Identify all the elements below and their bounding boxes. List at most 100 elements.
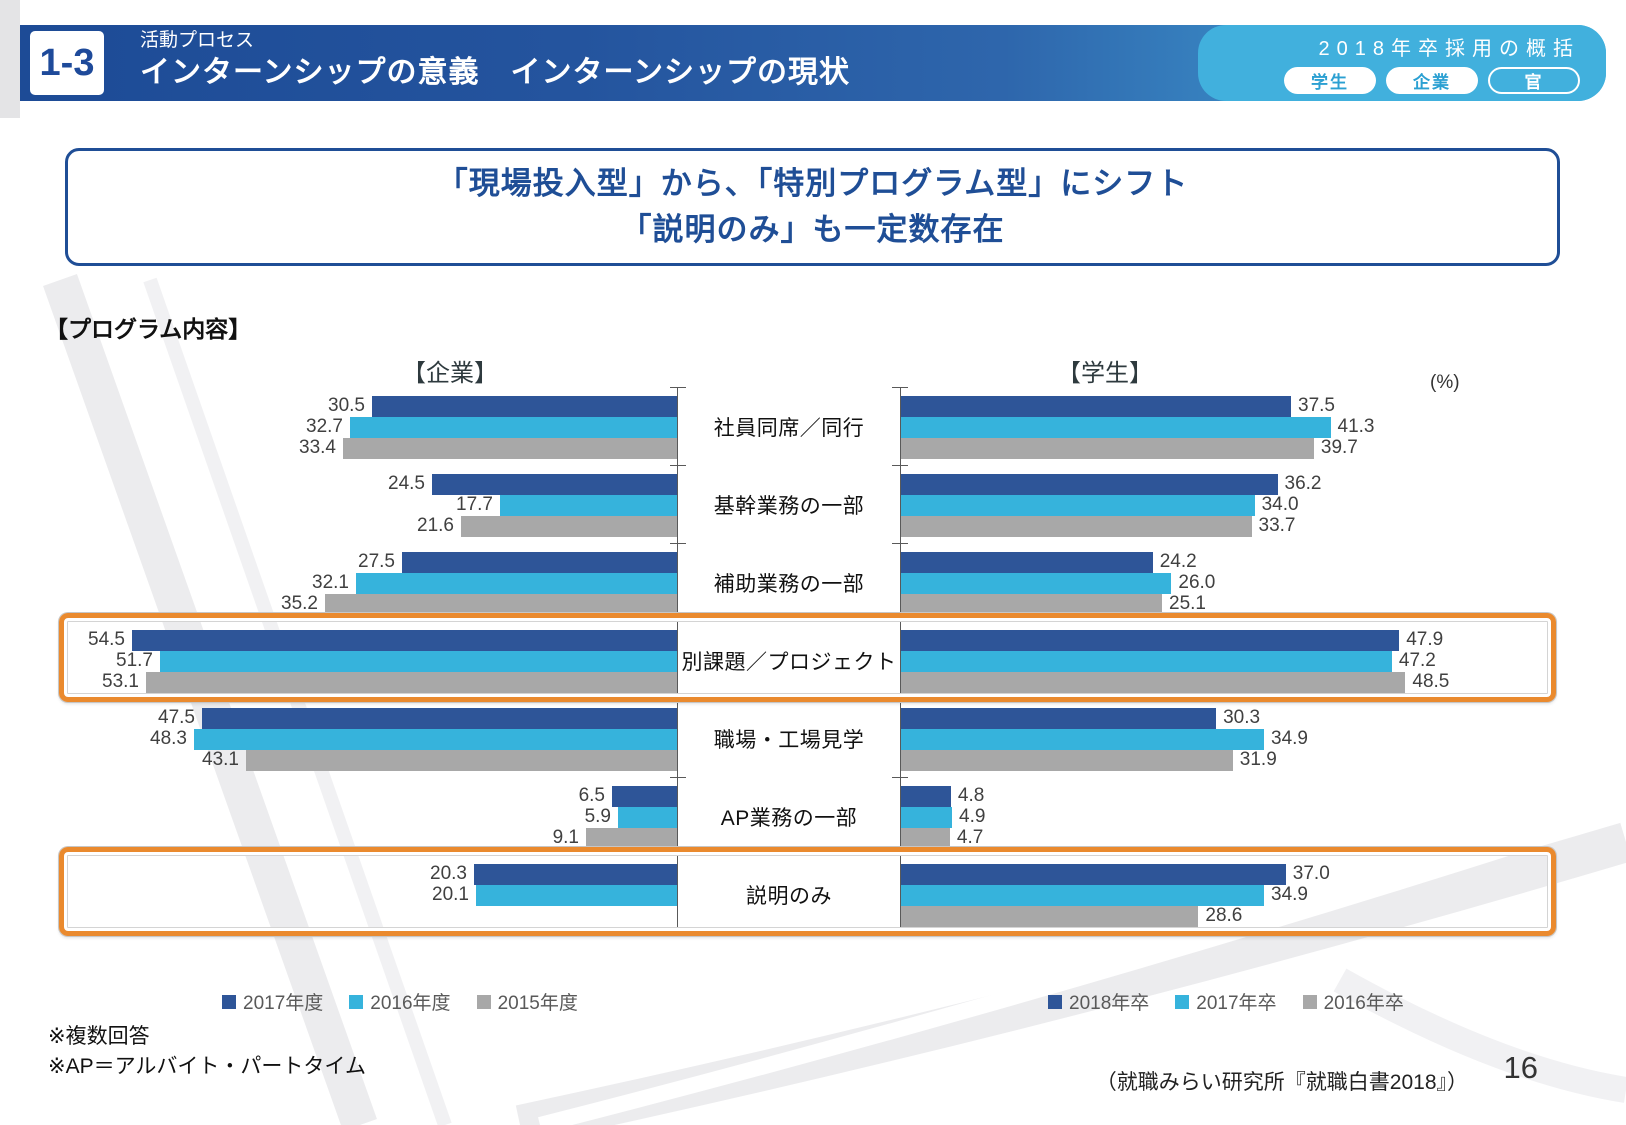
company-bars: 54.5 51.7 53.1 bbox=[60, 622, 677, 700]
badge-row: 学生 企業 官 bbox=[1284, 67, 1580, 94]
bar-value: 21.6 bbox=[417, 515, 454, 536]
left-bar-series-0 bbox=[402, 551, 677, 573]
bar-line: 30.5 bbox=[60, 395, 677, 417]
header-bar: 2018年卒採用の概括 学生 企業 官 1-3 活動プロセス インターンシップの… bbox=[20, 25, 1606, 101]
bar-value: 41.3 bbox=[1337, 416, 1375, 437]
bar-line: 37.5 bbox=[901, 395, 1555, 417]
legend-item: 2016年度 bbox=[349, 988, 451, 1015]
right-bar-series-0 bbox=[901, 551, 1153, 573]
right-bar-series-2 bbox=[901, 749, 1233, 771]
unit-label: (%) bbox=[1430, 372, 1460, 393]
legend-right: 2018年卒 2017年卒 2016年卒 bbox=[1048, 988, 1404, 1015]
left-bar-series-1 bbox=[356, 572, 677, 594]
bar-line: 20.3 bbox=[60, 863, 677, 885]
bar-line: 6.5 bbox=[60, 785, 677, 807]
right-bar-series-0 bbox=[901, 785, 951, 807]
bar-value: 28.6 bbox=[1205, 905, 1243, 926]
left-bar-series-0 bbox=[432, 473, 677, 495]
left-bar-series-2 bbox=[461, 515, 677, 537]
legend-left: 2017年度 2016年度 2015年度 bbox=[222, 988, 578, 1015]
bar-line: 36.2 bbox=[901, 473, 1555, 495]
legend-item: 2015年度 bbox=[476, 988, 578, 1015]
legend-swatch-2018grad bbox=[1048, 994, 1062, 1009]
left-bar-series-0 bbox=[202, 707, 677, 729]
student-bars: 37.5 41.3 39.7 bbox=[901, 388, 1555, 466]
bar-value: 39.7 bbox=[1320, 437, 1358, 458]
company-bars: 47.5 48.3 43.1 bbox=[60, 700, 677, 778]
bar-value: 48.5 bbox=[1412, 671, 1450, 692]
bar-line: 33.7 bbox=[901, 515, 1555, 537]
category-label: 基幹業務の一部 bbox=[670, 465, 908, 544]
bar-line: 32.1 bbox=[60, 572, 677, 594]
right-bar-series-0 bbox=[901, 473, 1278, 495]
bar-value: 24.5 bbox=[388, 473, 425, 494]
category-label: 補助業務の一部 bbox=[670, 543, 908, 622]
bar-line: 34.9 bbox=[901, 884, 1555, 906]
header-category: 活動プロセス bbox=[140, 30, 255, 51]
bar-line: 32.7 bbox=[60, 416, 677, 438]
bar-value: 20.1 bbox=[432, 884, 469, 905]
bar-line: 34.0 bbox=[901, 494, 1555, 516]
right-bar-series-2 bbox=[901, 515, 1252, 537]
right-bar-series-2 bbox=[901, 437, 1314, 459]
footnote-2: ※AP＝アルバイト・パートタイム bbox=[48, 1055, 366, 1079]
legend-item: 2017年度 bbox=[222, 988, 323, 1015]
bar-line: 33.4 bbox=[60, 437, 677, 459]
right-bar-series-1 bbox=[901, 572, 1172, 594]
page-number: 16 bbox=[1503, 1050, 1538, 1085]
category-label: 別課題／プロジェクト bbox=[670, 621, 908, 700]
left-bar-series-2 bbox=[586, 827, 677, 849]
right-bar-series-1 bbox=[901, 884, 1264, 906]
chart-row: 54.5 51.7 53.1 別課題／プロジェクト 47.9 47.2 48.5 bbox=[59, 613, 1556, 702]
bar-value: 33.4 bbox=[299, 437, 336, 458]
right-panel-title: 【学生】 bbox=[1057, 360, 1153, 387]
student-bars: 37.0 34.9 28.6 bbox=[901, 856, 1555, 934]
bar-value: 34.9 bbox=[1271, 884, 1308, 905]
student-bars: 36.2 34.0 33.7 bbox=[901, 466, 1555, 544]
bar-value: 30.3 bbox=[1223, 707, 1261, 728]
bar-line: 28.6 bbox=[901, 905, 1555, 927]
headline-line2: 「説明のみ」も一定数存在 bbox=[620, 212, 1005, 247]
right-bar-series-1 bbox=[901, 806, 952, 828]
bar-value: 33.7 bbox=[1258, 515, 1296, 536]
bar-line: 21.6 bbox=[60, 515, 677, 537]
bar-line: 39.7 bbox=[901, 437, 1555, 459]
bar-value: 37.0 bbox=[1292, 863, 1330, 884]
bar-value: 47.5 bbox=[158, 707, 195, 728]
legend-label: 2016年度 bbox=[370, 993, 451, 1014]
section-number: 1-3 bbox=[30, 31, 104, 95]
bar-line: 47.2 bbox=[901, 650, 1555, 672]
right-bar-series-0 bbox=[901, 395, 1291, 417]
bar-value: 48.3 bbox=[150, 728, 187, 749]
left-bar-series-0 bbox=[372, 395, 677, 417]
company-bars: 6.5 5.9 9.1 bbox=[60, 778, 677, 856]
legend-item: 2018年卒 bbox=[1048, 988, 1149, 1015]
left-bar-series-1 bbox=[476, 884, 677, 906]
left-bar-series-2 bbox=[246, 749, 677, 771]
legend-label: 2017年度 bbox=[243, 993, 324, 1014]
bar-value: 47.2 bbox=[1398, 650, 1436, 671]
headline-line1: 「現場投入型」から、「特別プログラム型」にシフト bbox=[436, 165, 1189, 201]
bar-value: 30.5 bbox=[328, 395, 365, 416]
bar-value: 32.1 bbox=[312, 572, 349, 593]
legend-item: 2017年卒 bbox=[1175, 988, 1277, 1015]
bar-value: 5.9 bbox=[584, 806, 611, 827]
student-bars: 47.9 47.2 48.5 bbox=[901, 622, 1555, 700]
right-bar-series-2 bbox=[901, 905, 1199, 927]
bar-line: 24.2 bbox=[901, 551, 1555, 573]
bar-line: 41.3 bbox=[901, 416, 1555, 438]
left-bar-series-1 bbox=[500, 494, 677, 516]
header-right-box: 2018年卒採用の概括 学生 企業 官 bbox=[1198, 25, 1606, 101]
source-citation: （就職みらい研究所『就職白書2018』） bbox=[1095, 1071, 1468, 1094]
legend-label: 2015年度 bbox=[497, 993, 578, 1014]
bar-value: 34.9 bbox=[1271, 728, 1308, 749]
bar-value: 24.2 bbox=[1159, 551, 1197, 572]
right-bar-series-1 bbox=[901, 650, 1392, 672]
right-bar-series-0 bbox=[901, 863, 1286, 885]
bar-line: 30.3 bbox=[901, 707, 1555, 729]
category-label: 社員同席／同行 bbox=[670, 387, 908, 466]
bar-value: 25.1 bbox=[1169, 593, 1206, 614]
legend-swatch-2015 bbox=[476, 994, 491, 1009]
bar-value: 36.2 bbox=[1284, 473, 1322, 494]
chart-row: 47.5 48.3 43.1 職場・工場見学 30.3 34.9 31.9 bbox=[60, 699, 1555, 778]
